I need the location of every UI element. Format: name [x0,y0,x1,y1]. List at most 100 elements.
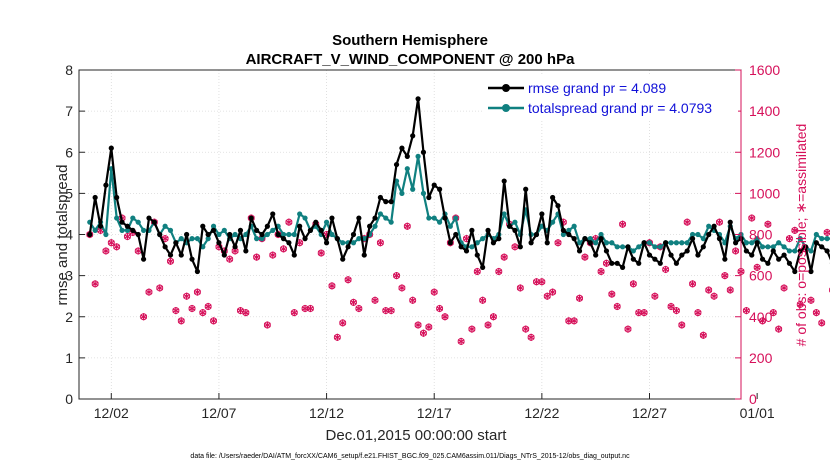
spread-point [189,236,195,242]
spread-point [167,227,174,233]
chart-title-line2: AIRCRAFT_V_WIND_COMPONENT @ 200 hPa [246,51,576,68]
obs-assimilated-marker [102,247,110,255]
obs-assimilated-marker [651,292,659,300]
rmse-point [630,256,636,262]
rmse-point [512,227,518,233]
obs-assimilated-marker [549,288,557,296]
obs-assimilated-marker [113,243,121,251]
obs-assimilated-marker [344,276,352,284]
spread-point [140,227,147,233]
obs-assimilated-marker [387,306,395,315]
obs-assimilated-marker [145,288,153,296]
rmse-point [329,215,335,221]
obs-assimilated-marker [748,214,756,222]
rmse-point [248,215,254,221]
spread-point [243,231,249,238]
obs-assimilated-marker [134,247,142,255]
spread-point [684,240,690,246]
rmse-point [743,248,749,254]
obs-assimilated-marker [156,284,164,292]
obs-assimilated-marker [140,313,148,321]
obs-assimilated-marker [376,239,384,247]
obs-assimilated-marker [608,290,616,298]
chart-title-line1: Southern Hemisphere [332,32,488,49]
obs-assimilated-marker [409,296,417,304]
spread-point [426,215,432,221]
rmse-point [587,240,593,246]
obs-assimilated-marker [193,288,201,296]
rmse-point [426,194,432,201]
obs-assimilated-marker [694,309,702,317]
obs-assimilated-marker [350,298,357,306]
x-axis: 12/02 12/07 12/12 12/17 12/22 12/27 01/01 [94,393,775,421]
x-tick-label: 12/07 [201,405,236,421]
rmse-point [593,252,599,258]
right-tick-label: 600 [749,268,773,284]
spread-point [399,190,405,196]
spread-point [194,236,201,242]
spread-point [619,244,626,250]
spread-point [383,215,389,221]
rmse-point [431,182,437,188]
spread-point [630,248,636,254]
spread-point [350,240,357,246]
obs-assimilated-marker [441,313,449,321]
rmse-point [501,178,507,184]
x-tick-label: 12/22 [524,405,559,421]
rmse-point [334,236,340,242]
obs-assimilated-marker [107,239,115,247]
rmse-point [194,268,201,275]
left-tick-label: 0 [65,391,73,407]
x-axis-label: Dec.01,2015 00:00:00 start [326,427,508,444]
spread-point [652,244,658,250]
obs-assimilated-marker [473,267,481,276]
left-tick-label: 4 [65,227,73,243]
rmse-point [200,223,206,229]
spread-point [178,236,184,242]
obs-assimilated-marker [818,319,826,327]
rmse-point [528,240,534,246]
legend: rmse grand pr = 4.089 totalspread grand … [484,75,738,121]
rmse-point [151,219,157,225]
obs-assimilated-marker [516,284,524,292]
spread-point [657,244,663,250]
spread-point [420,190,427,196]
spread-point [754,236,760,242]
rmse-point [372,215,378,221]
rmse-point [302,236,308,242]
obs-assimilated-marker [753,263,761,271]
rmse-point [399,145,405,151]
rmse-point [770,248,776,254]
rmse-point [576,248,583,254]
obs-assimilated-marker [812,309,820,317]
obs-assimilated-marker [290,309,298,317]
rmse-point [388,199,394,205]
obs-assimilated-marker [489,313,497,321]
rmse-point [345,244,351,250]
obs-assimilated-marker [124,232,131,241]
rmse-point [205,231,211,238]
right-tick-label: 1600 [749,62,780,78]
obs-assimilated-marker [183,292,191,300]
spread-point [560,231,566,238]
rmse-point [404,153,410,159]
rmse-point [130,227,136,233]
spread-point [216,231,222,238]
obs-assimilated-marker [624,325,632,333]
rmse-point [496,236,502,242]
spread-point [566,227,572,233]
spread-point [329,231,335,238]
x-tick-label: 12/17 [417,405,452,421]
right-tick-label: 0 [749,391,757,407]
obs-assimilated-marker [678,321,686,329]
right-tick-label: 1200 [749,144,780,160]
obs-assimilated-marker [597,267,605,276]
rmse-point [679,252,685,258]
left-tick-label: 1 [65,350,73,366]
obs-assimilated-marker [543,292,551,300]
rmse-point [716,236,723,242]
obs-assimilated-marker [204,302,212,311]
obs-assimilated-marker [436,304,444,313]
spread-point [254,236,260,242]
legend-rmse-marker [502,84,510,92]
